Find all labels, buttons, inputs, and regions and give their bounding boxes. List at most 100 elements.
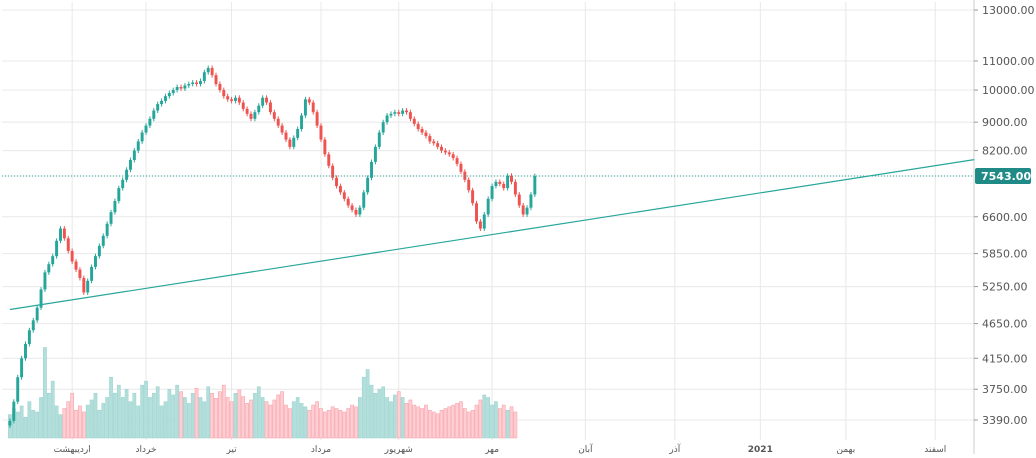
candle-up (525, 207, 529, 215)
volume-bar (171, 394, 176, 439)
volume-bar (15, 411, 20, 439)
volume-bar (486, 397, 491, 439)
candle-up (393, 112, 397, 114)
price-tick-label: 5250.00 (982, 281, 1028, 294)
volume-bar (389, 401, 393, 439)
volume-bar (237, 389, 242, 439)
volume-bar (113, 393, 117, 439)
volume-bars (8, 347, 518, 439)
candle-up (370, 161, 374, 178)
candle-up (163, 96, 167, 101)
price-tick-label: 4650.00 (982, 318, 1028, 331)
candle-down (408, 112, 412, 119)
volume-bar (206, 386, 211, 439)
volume-bar (272, 399, 277, 439)
candle-up (401, 110, 405, 114)
volume-bar (505, 409, 510, 439)
volume-bar (70, 393, 75, 439)
candle-down (230, 99, 234, 101)
time-tick-label: تیر (225, 445, 237, 454)
candle-down (265, 97, 269, 103)
volume-bar (478, 399, 483, 439)
candle-down (327, 154, 331, 166)
candle-up (20, 358, 24, 378)
volume-bar (163, 401, 168, 439)
volume-bar (198, 397, 203, 439)
candle-up (358, 207, 362, 215)
volume-bar (393, 394, 397, 439)
volume-bar (54, 405, 59, 439)
candle-up (385, 115, 389, 123)
volume-bar (35, 411, 40, 439)
candle-up (253, 112, 257, 119)
last-price-label: 7543.00 (981, 170, 1031, 183)
volume-bar (427, 409, 432, 439)
candle-down (226, 96, 230, 100)
volume-bar (455, 403, 459, 439)
candle-down (459, 163, 463, 172)
volume-bar (404, 403, 409, 439)
time-axis[interactable]: اردیبهشت خرداد تیر مرداد شهریور مهر آبان آذر 202… (54, 443, 947, 455)
volume-bar (365, 369, 370, 439)
volume-bar (202, 401, 207, 439)
candle-up (12, 401, 16, 421)
candle-up (24, 343, 27, 359)
time-tick-label: شهریور (384, 445, 413, 454)
price-axis[interactable]: 13000.00 11000.00 10000.00 9000.00 8200.00 66… (974, 4, 1035, 427)
volume-bar (39, 397, 43, 439)
candle-down (440, 146, 443, 151)
candle-up (362, 192, 366, 208)
candle-up (86, 280, 90, 293)
candle-up (261, 97, 265, 106)
candle-up (377, 132, 381, 147)
volume-bar (451, 404, 456, 439)
candle-down (179, 86, 183, 89)
candle-down (478, 221, 482, 229)
candle-down (288, 139, 292, 147)
volume-bar (447, 406, 452, 439)
volume-bar (350, 404, 354, 439)
volume-bar (474, 404, 479, 439)
candle-up (136, 141, 140, 151)
candle-down (475, 203, 478, 222)
time-tick-label: بهمن (837, 445, 856, 454)
candle-up (97, 245, 101, 257)
candle-down (428, 136, 432, 142)
candle-down (66, 238, 70, 251)
candle-up (121, 179, 125, 189)
candle-up (113, 201, 117, 213)
candle-down (447, 152, 451, 155)
volume-bar (482, 394, 487, 439)
candle-up (8, 420, 12, 426)
volume-bar (221, 384, 226, 439)
candle-up (494, 181, 498, 187)
candle-up (183, 85, 187, 89)
volume-bar (120, 397, 125, 439)
candle-down (513, 181, 517, 195)
price-tick-label: 6600.00 (982, 211, 1028, 224)
candle-down (502, 183, 506, 189)
volume-bar (326, 409, 331, 439)
volume-bar (19, 405, 24, 439)
volume-bar (183, 397, 187, 439)
volume-bar (412, 404, 417, 439)
volume-bar (93, 393, 98, 439)
candle-down (331, 165, 335, 178)
candle-up (187, 83, 191, 86)
candle-up (55, 240, 59, 257)
volume-bar (74, 409, 78, 439)
time-tick-label: آبان (578, 443, 593, 454)
volume-bar (186, 403, 191, 439)
candle-down (517, 194, 521, 206)
candle-down (70, 250, 74, 262)
candle-down (195, 82, 199, 84)
price-tick-label: 11000.00 (982, 55, 1035, 68)
candle-up (303, 99, 307, 116)
candle-up (300, 115, 304, 130)
volume-bar (256, 386, 261, 439)
volume-bar (369, 384, 374, 439)
volume-bar (385, 397, 389, 439)
volume-bar (144, 380, 148, 439)
